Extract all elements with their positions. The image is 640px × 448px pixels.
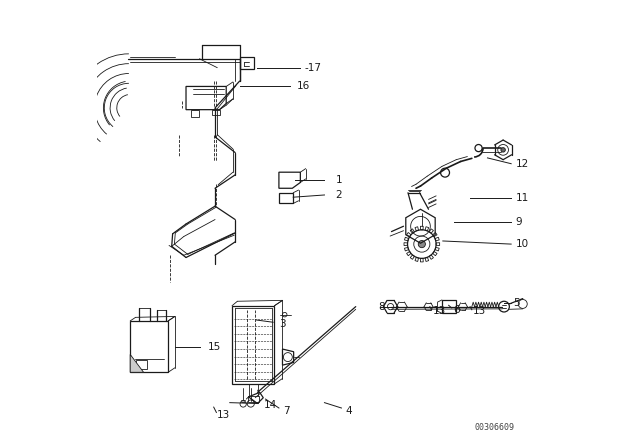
Text: 15: 15	[207, 342, 221, 352]
Circle shape	[419, 241, 426, 248]
Text: 8: 8	[378, 302, 385, 312]
Text: 6: 6	[453, 305, 460, 315]
Circle shape	[501, 148, 506, 152]
Text: 4: 4	[346, 406, 353, 416]
Text: 3: 3	[279, 319, 285, 329]
Text: 2: 2	[335, 190, 342, 200]
Text: 12: 12	[516, 159, 529, 169]
Text: 5: 5	[513, 298, 520, 309]
Text: 9: 9	[516, 217, 522, 227]
Text: 13: 13	[217, 410, 230, 420]
Text: 7: 7	[284, 406, 290, 416]
Text: 00306609: 00306609	[474, 423, 515, 432]
Text: 14: 14	[264, 400, 277, 410]
Polygon shape	[130, 354, 143, 372]
Text: 10: 10	[516, 239, 529, 249]
Text: 13: 13	[433, 306, 446, 316]
Text: 1: 1	[335, 175, 342, 185]
Text: 16: 16	[297, 82, 310, 91]
Text: 11: 11	[516, 193, 529, 203]
Text: 13: 13	[473, 306, 486, 316]
Text: -17: -17	[305, 63, 321, 73]
